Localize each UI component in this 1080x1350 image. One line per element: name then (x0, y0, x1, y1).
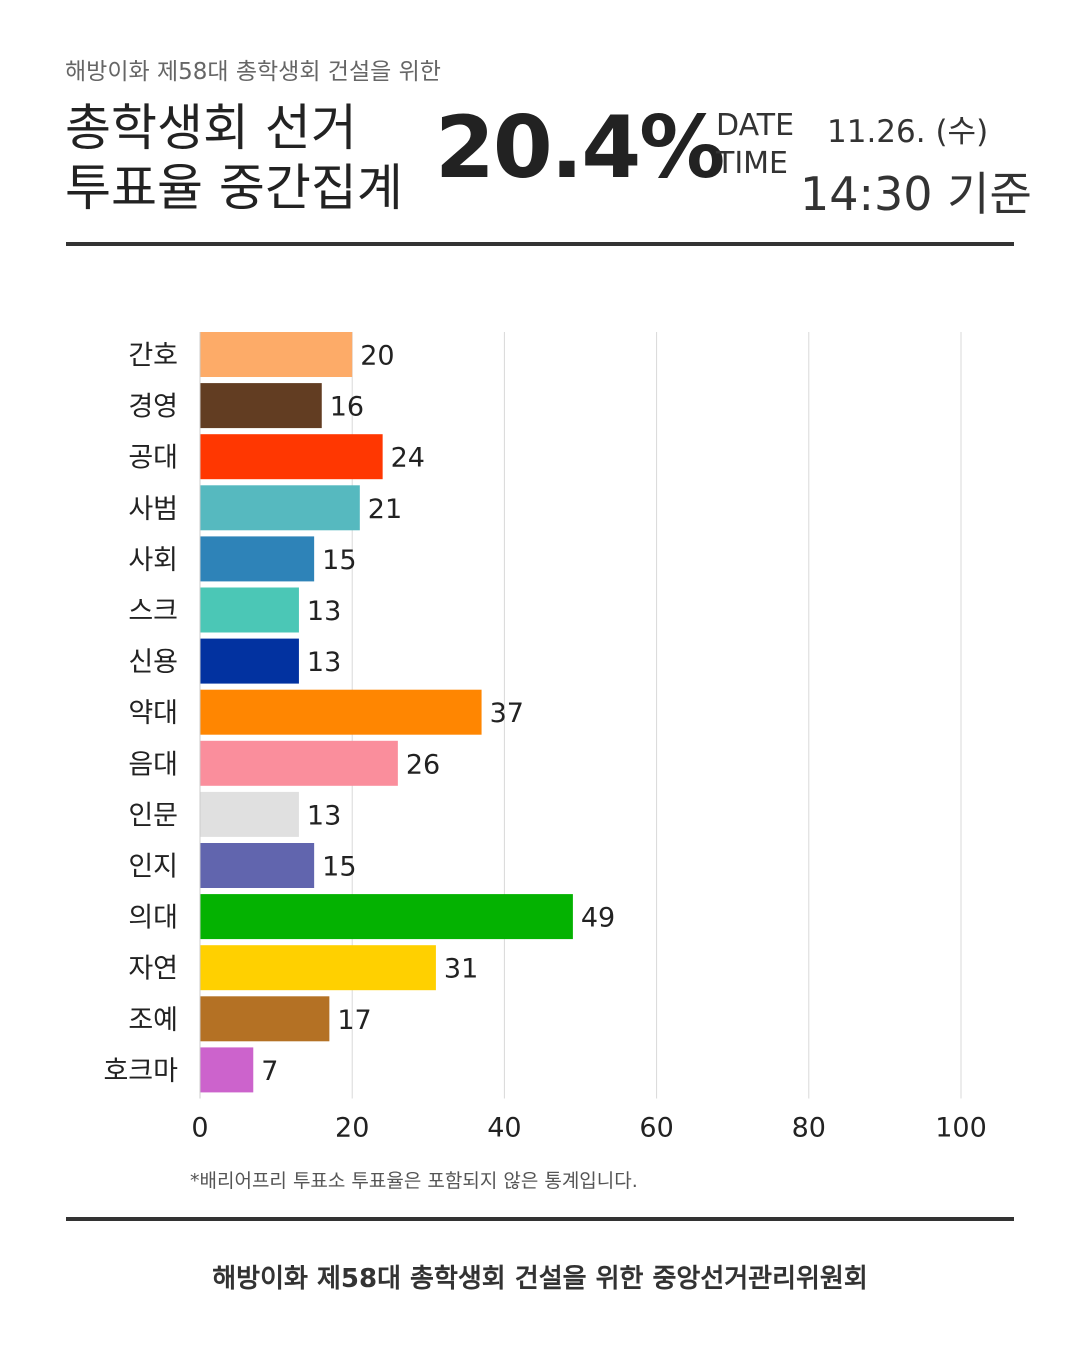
title-line-1: 총학생회 선거 (65, 99, 357, 157)
category-label: 자연 (128, 954, 178, 985)
bar-chart: 0 20 40 60 80 100 간호 20 경영 16 공대 24 사범 21 사회 15 스크 13 신용 13… (103, 332, 987, 1144)
data-label: 20 (360, 341, 394, 372)
category-label: 경영 (128, 392, 178, 423)
title-line-2: 투표율 중간집계 (65, 159, 403, 217)
category-label: 스크 (128, 596, 178, 627)
bar (200, 434, 383, 480)
bar (200, 996, 330, 1042)
top-divider (66, 242, 1014, 246)
category-label: 의대 (128, 903, 178, 934)
category-label: 인지 (128, 852, 178, 883)
data-label: 13 (307, 596, 341, 627)
date-value: 11.26. (수) (827, 114, 989, 150)
bar (200, 740, 398, 786)
category-label: 공대 (128, 443, 178, 474)
data-label: 16 (330, 392, 364, 423)
bar (200, 689, 482, 735)
bar (200, 894, 573, 940)
data-label: 31 (444, 954, 478, 985)
bar (200, 536, 315, 582)
turnout-value: 20.4% (435, 98, 725, 198)
data-label: 37 (490, 698, 524, 729)
bottom-divider (66, 1217, 1014, 1221)
category-label: 사회 (128, 545, 178, 576)
category-label: 인문 (128, 800, 178, 831)
data-label: 21 (368, 494, 402, 525)
x-tick-label: 0 (191, 1113, 208, 1144)
time-value: 14:30 기준 (800, 167, 1032, 221)
data-label: 13 (307, 800, 341, 831)
subtitle: 해방이화 제58대 총학생회 건설을 위한 (65, 59, 441, 85)
x-tick-label: 20 (335, 1113, 369, 1144)
bar (200, 485, 360, 531)
data-label: 49 (581, 903, 615, 934)
data-label: 15 (322, 852, 356, 883)
footer-organization: 해방이화 제58대 총학생회 건설을 위한 중앙선거관리위원회 (212, 1264, 868, 1294)
data-label: 26 (406, 749, 440, 780)
data-label: 17 (337, 1005, 371, 1036)
category-label: 신용 (128, 647, 178, 678)
category-label: 조예 (128, 1005, 178, 1036)
x-tick-label: 40 (487, 1113, 521, 1144)
date-label: DATE (716, 108, 795, 143)
category-label: 약대 (128, 698, 178, 729)
data-label: 7 (261, 1056, 278, 1087)
page-title: 총학생회 선거 투표율 중간집계 (65, 98, 403, 218)
bar (200, 791, 299, 837)
bar (200, 383, 322, 429)
time-label: TIME (716, 146, 789, 181)
x-tick-label: 80 (792, 1113, 826, 1144)
bar (200, 638, 299, 684)
bar (200, 843, 315, 888)
x-tick-label: 60 (639, 1113, 673, 1144)
footnote: *배리어프리 투표소 투표율은 포함되지 않은 통계입니다. (190, 1170, 638, 1192)
data-label: 24 (391, 443, 425, 474)
category-label: 음대 (128, 749, 178, 780)
category-label: 호크마 (103, 1056, 178, 1087)
x-tick-label: 100 (935, 1113, 987, 1144)
bar (200, 1047, 254, 1093)
category-label: 사범 (128, 494, 178, 525)
bar (200, 587, 299, 633)
data-label: 15 (322, 545, 356, 576)
bar (200, 332, 353, 377)
data-label: 13 (307, 647, 341, 678)
bar (200, 945, 436, 991)
category-label: 간호 (128, 341, 178, 372)
